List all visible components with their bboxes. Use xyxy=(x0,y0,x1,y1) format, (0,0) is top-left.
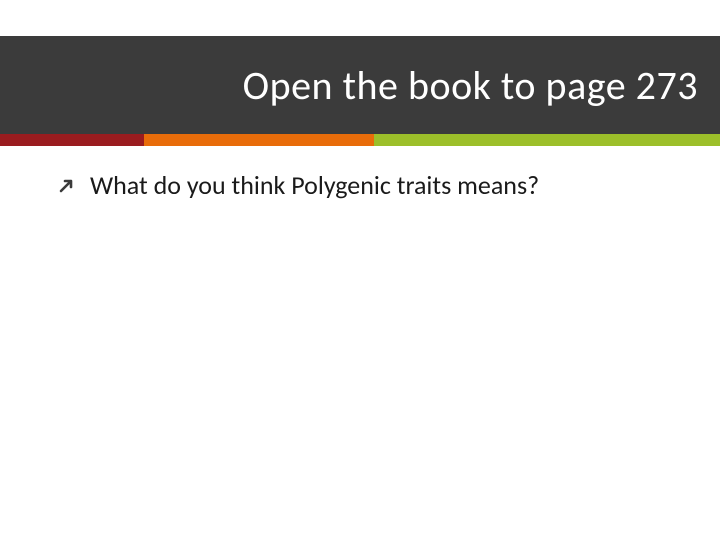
slide: Open the book to page 273 What do you th… xyxy=(0,0,720,540)
accent-segment-3 xyxy=(374,134,720,146)
body-content: What do you think Polygenic traits means… xyxy=(58,170,690,201)
accent-segment-1 xyxy=(0,134,144,146)
slide-title: Open the book to page 273 xyxy=(243,61,698,110)
accent-segment-2 xyxy=(144,134,374,146)
bullet-item: What do you think Polygenic traits means… xyxy=(58,170,690,201)
accent-strip xyxy=(0,134,720,146)
arrow-up-right-icon xyxy=(58,176,76,199)
bullet-text: What do you think Polygenic traits means… xyxy=(90,170,539,201)
title-band: Open the book to page 273 xyxy=(0,36,720,134)
